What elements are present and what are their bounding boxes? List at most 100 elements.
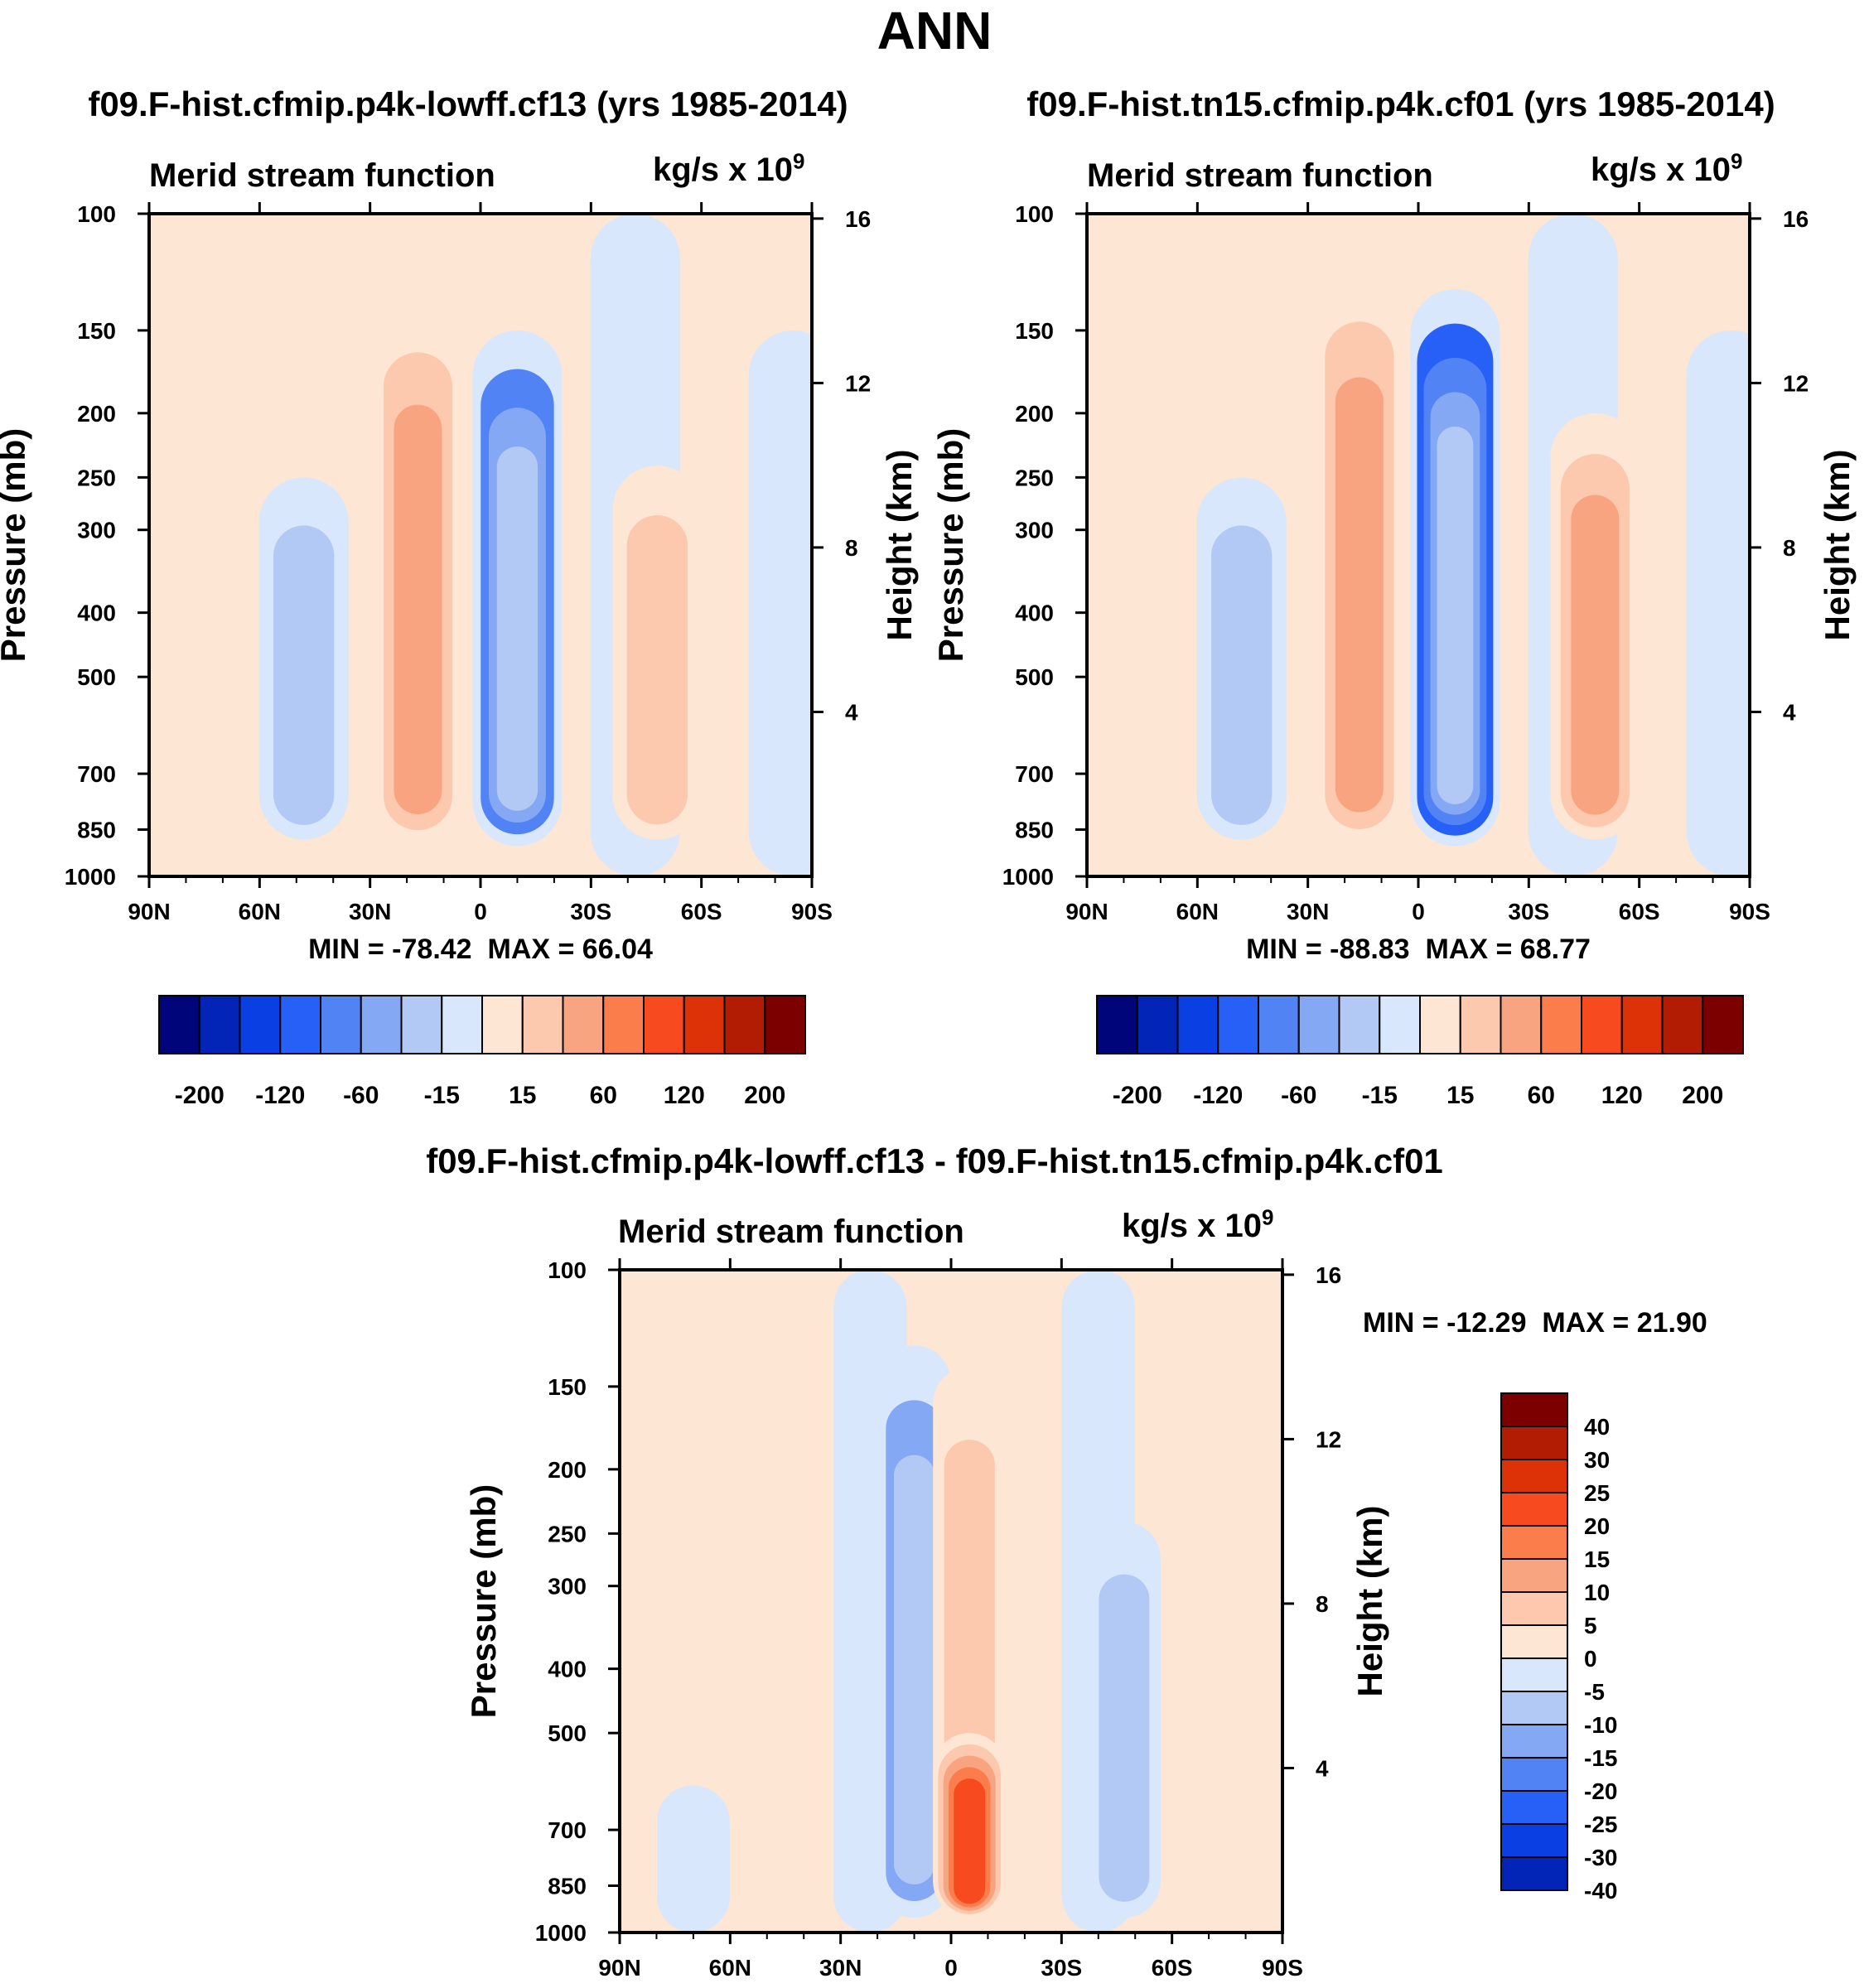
y-tick-label: 250 — [77, 465, 116, 490]
x-tick-label: 0 — [944, 1955, 958, 1981]
right-tick-label: 12 — [1783, 370, 1809, 396]
x-tick-label: 60S — [681, 899, 722, 924]
colorbar-label: -30 — [1584, 1845, 1617, 1870]
colorbar-cell — [1500, 1492, 1568, 1527]
panel3-min: MIN = -12.29 — [1363, 1307, 1527, 1339]
panel1-min: MIN = -78.42 — [308, 934, 472, 965]
y-tick-label: 500 — [548, 1720, 587, 1746]
y-tick-label: 700 — [1015, 761, 1054, 787]
colorbar-cell — [1500, 1657, 1568, 1692]
x-tick-label: 30N — [819, 1955, 862, 1981]
contour-cell — [1087, 214, 1161, 876]
colorbar-2 — [1096, 995, 1744, 1054]
main-title: ANN — [877, 1, 992, 60]
colorbar-label: 15 — [1446, 1082, 1474, 1109]
colorbar-cell — [1702, 995, 1744, 1054]
colorbar-label: -200 — [1113, 1082, 1162, 1109]
y-tick-label: 400 — [1015, 601, 1054, 626]
colorbar-label: -60 — [343, 1082, 379, 1109]
colorbar-label: -200 — [175, 1082, 225, 1109]
colorbar-cell — [1500, 1790, 1568, 1825]
colorbar-label: -120 — [255, 1082, 305, 1109]
contour-cell — [656, 1785, 730, 1933]
colorbar-label: 30 — [1584, 1447, 1610, 1473]
colorbar-cell — [481, 995, 524, 1054]
y-tick-label: 850 — [77, 818, 116, 843]
colorbar-label: 200 — [744, 1082, 785, 1109]
panel1-subtitle: Merid stream function — [149, 157, 495, 194]
right-tick-label: 8 — [1783, 535, 1796, 561]
contour-field — [1087, 214, 1750, 876]
colorbar-label: -60 — [1281, 1082, 1316, 1109]
colorbar-label: 200 — [1682, 1082, 1723, 1109]
colorbar-label: 0 — [1584, 1646, 1597, 1672]
colorbar-label: -25 — [1584, 1812, 1617, 1837]
y-tick-label: 300 — [77, 518, 116, 543]
colorbar-cell — [1379, 995, 1421, 1054]
colorbar-label: -15 — [424, 1082, 460, 1109]
y-tick-label: 150 — [77, 318, 116, 344]
x-tick-label: 90N — [128, 899, 170, 924]
colorbar-cell — [1540, 995, 1582, 1054]
colorbar-cell — [1661, 995, 1704, 1054]
right-tick-label: 8 — [845, 535, 858, 561]
y-tick-label: 850 — [1015, 818, 1054, 843]
colorbar-cell — [1500, 1691, 1568, 1725]
y-tick-label: 100 — [1015, 201, 1054, 227]
colorbar-cell — [1096, 995, 1138, 1054]
contour-cell — [954, 1778, 986, 1904]
colorbar-cell — [1258, 995, 1300, 1054]
x-tick-label: 90S — [1729, 899, 1770, 924]
colorbar-cell — [1136, 995, 1179, 1054]
x-tick-label: 30S — [1041, 1955, 1082, 1981]
panel3-units: kg/s x 109 — [1122, 1204, 1274, 1244]
right-tick-label: 12 — [1316, 1426, 1341, 1452]
contour-cell — [394, 404, 442, 814]
y-axis-label: Pressure (mb) — [464, 1484, 503, 1718]
x-tick-label: 0 — [474, 899, 487, 924]
colorbar-cell — [1500, 1624, 1568, 1659]
y-axis-label: Pressure (mb) — [0, 428, 32, 662]
y-tick-label: 200 — [1015, 401, 1054, 427]
y2-axis-label: Height (km) — [1350, 1506, 1389, 1697]
colorbar-label: 25 — [1584, 1480, 1610, 1506]
y-tick-label: 500 — [1015, 664, 1054, 690]
colorbar-cell — [360, 995, 403, 1054]
x-tick-label: 60N — [1176, 899, 1219, 924]
y-tick-label: 100 — [548, 1257, 587, 1283]
panel2-min: MIN = -88.83 — [1246, 934, 1410, 965]
colorbar-cell — [562, 995, 605, 1054]
colorbar-label: 5 — [1584, 1613, 1597, 1638]
colorbar-cell — [1419, 995, 1461, 1054]
colorbar-cell — [1459, 995, 1502, 1054]
colorbar-cell — [1500, 1558, 1568, 1593]
colorbar-cell — [1500, 1459, 1568, 1493]
contour-cell — [626, 515, 688, 825]
contour-cell — [1686, 330, 1750, 876]
panel1-plot — [138, 202, 823, 888]
contour-cell — [894, 1455, 935, 1884]
colorbar-cell — [764, 995, 806, 1054]
y-tick-label: 200 — [77, 401, 116, 427]
colorbar-label: 60 — [1528, 1082, 1555, 1109]
colorbar-cell — [1500, 1823, 1568, 1858]
right-tick-label: 4 — [1316, 1755, 1329, 1781]
y-tick-label: 1000 — [1002, 864, 1054, 890]
x-tick-label: 60S — [1152, 1955, 1193, 1981]
colorbar-cell — [320, 995, 362, 1054]
panel3-subtitle: Merid stream function — [618, 1214, 964, 1250]
colorbar-cell — [239, 995, 282, 1054]
panel1-max: MAX = 66.04 — [487, 934, 653, 965]
contour-cell — [496, 446, 538, 811]
x-tick-label: 60S — [1619, 899, 1660, 924]
colorbar-cell — [1620, 995, 1664, 1054]
panel2-plot — [1075, 202, 1761, 888]
colorbar-label: 10 — [1584, 1580, 1610, 1605]
contour-cell — [1099, 1574, 1150, 1902]
contour-cell — [748, 330, 812, 876]
y-tick-label: 150 — [1015, 318, 1054, 344]
colorbar-cell — [1500, 1591, 1568, 1626]
colorbar-1 — [158, 995, 806, 1054]
colorbar-cell — [1297, 995, 1340, 1054]
